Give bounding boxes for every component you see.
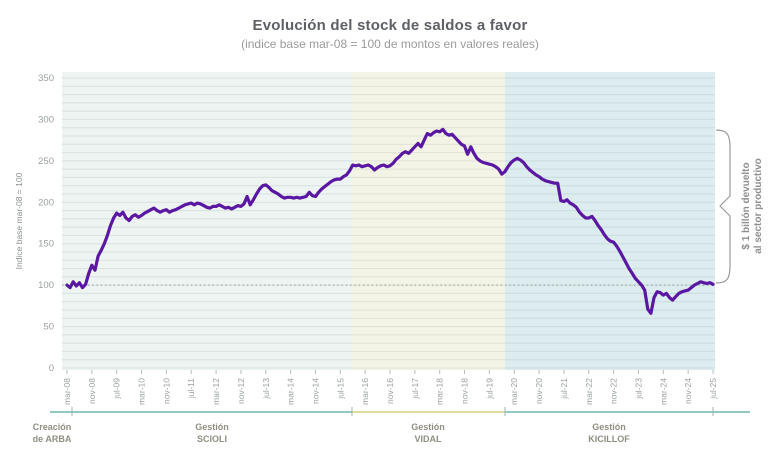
x-tick-label: jul-19 (484, 378, 494, 400)
x-tick-label: mar-16 (360, 378, 370, 405)
annotation-brace (715, 129, 731, 284)
x-tick-label: nov-10 (161, 378, 171, 404)
annotation-line: $ 1 billón devuelto (741, 162, 752, 249)
region-label: Creación (33, 422, 72, 432)
chart-subtitle: (indice base mar-08 = 100 de montos en v… (241, 37, 539, 51)
x-tick-label: nov-12 (236, 378, 246, 404)
y-tick-label: 0 (49, 363, 54, 374)
region-label: Gestión (411, 422, 445, 432)
x-tick-label: jul-09 (112, 378, 122, 400)
band-scioli (62, 72, 352, 370)
y-tick-label: 100 (38, 280, 54, 291)
chart-title: Evolución del stock de saldos a favor (252, 17, 528, 34)
x-tick-label: mar-20 (509, 378, 519, 405)
region-label: de ARBA (33, 434, 72, 444)
band-kicillof (505, 72, 715, 370)
x-tick-label: jul-23 (633, 378, 643, 400)
x-tick-label: mar-24 (658, 378, 668, 405)
y-tick-label: 250 (38, 156, 54, 167)
region-label: SCIOLI (197, 434, 227, 444)
y-tick-label: 300 (38, 114, 54, 125)
y-axis-title: Indice base mar-08 = 100 (14, 172, 24, 269)
region-label: VIDAL (415, 434, 443, 444)
x-tick-label: nov-14 (310, 378, 320, 404)
x-tick-label: jul-17 (410, 378, 420, 400)
x-tick-label: jul-25 (708, 378, 718, 400)
region-label: Gestión (592, 422, 626, 432)
x-tick-label: nov-08 (87, 378, 97, 404)
y-tick-label: 50 (43, 322, 54, 333)
band-vidal (352, 72, 505, 370)
x-tick-label: mar-22 (584, 378, 594, 405)
x-tick-label: jul-15 (335, 378, 345, 400)
x-tick-label: mar-08 (62, 378, 72, 405)
data-line (65, 127, 715, 315)
x-tick-label: nov-22 (609, 378, 619, 404)
x-tick-label: nov-24 (683, 378, 693, 404)
x-tick-label: mar-10 (137, 378, 147, 405)
x-tick-label: mar-12 (211, 378, 221, 405)
x-tick-label: jul-11 (186, 378, 196, 399)
annotation-line: al sector productivo (753, 158, 764, 254)
x-tick-label: jul-13 (261, 378, 271, 400)
x-tick-label: mar-18 (435, 378, 445, 405)
region-label: Gestión (195, 422, 229, 432)
x-tick-label: mar-14 (286, 378, 296, 405)
x-tick-label: nov-16 (385, 378, 395, 404)
y-tick-label: 200 (38, 197, 54, 208)
region-label: KICILLOF (588, 434, 630, 444)
x-tick-label: nov-18 (460, 378, 470, 404)
x-tick-label: nov-20 (534, 378, 544, 404)
x-tick-label: jul-21 (559, 378, 569, 400)
y-tick-label: 350 (38, 73, 54, 84)
y-tick-label: 150 (38, 239, 54, 250)
